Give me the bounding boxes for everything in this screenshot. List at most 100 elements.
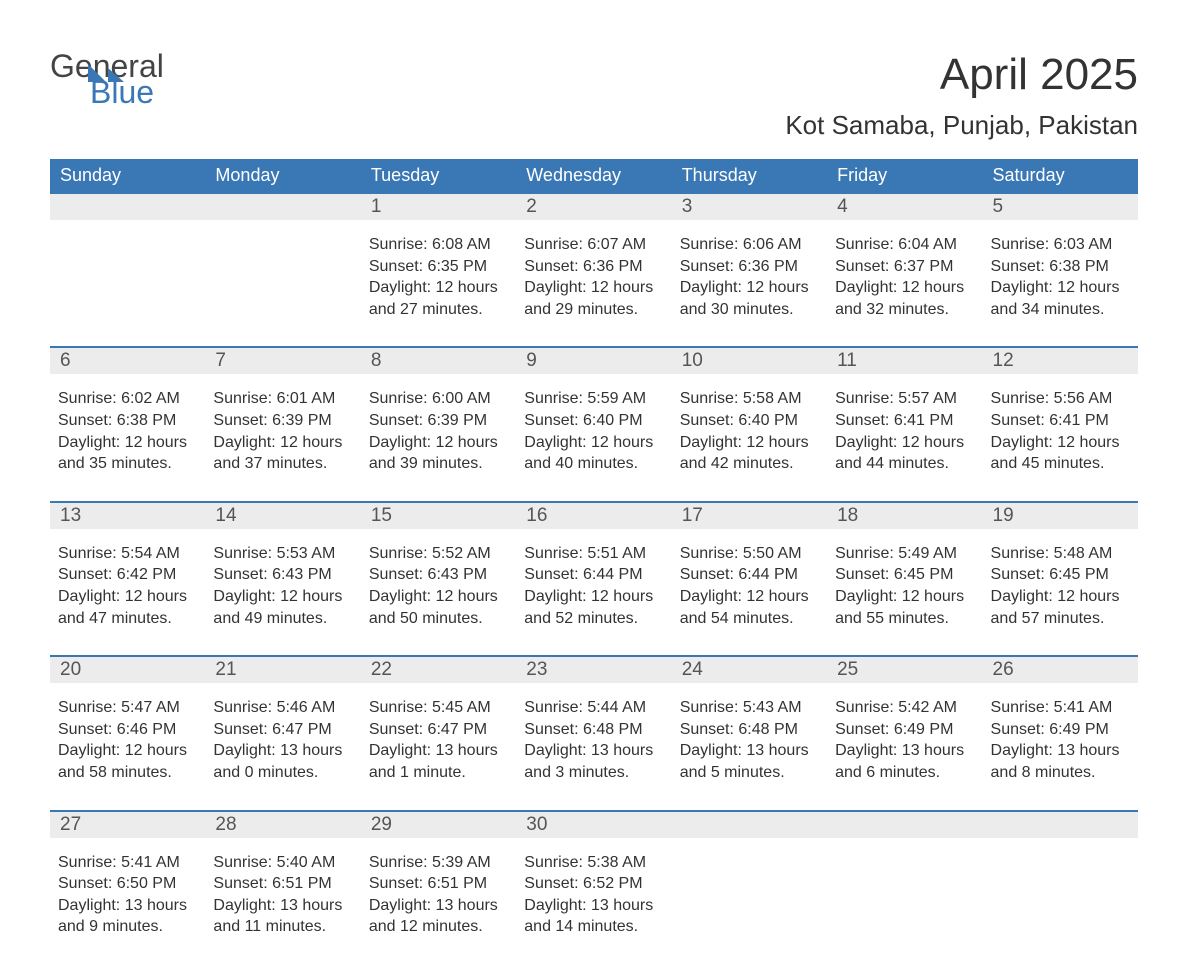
sunset-text: Sunset: 6:36 PM [524,256,663,278]
day-cell: Sunrise: 5:50 AMSunset: 6:44 PMDaylight:… [672,539,827,645]
day-cell: Sunrise: 6:01 AMSunset: 6:39 PMDaylight:… [205,384,360,490]
day-data: Sunrise: 5:42 AMSunset: 6:49 PMDaylight:… [835,693,974,783]
sunrise-text: Sunrise: 5:40 AM [213,852,352,874]
logo-flag-icon [88,62,124,90]
sunrise-text: Sunrise: 5:42 AM [835,697,974,719]
daylight-text: Daylight: 12 hours and 57 minutes. [991,586,1130,629]
day-number [827,812,982,838]
day-number [672,812,827,838]
day-cell: Sunrise: 5:38 AMSunset: 6:52 PMDaylight:… [516,848,671,954]
sunrise-text: Sunrise: 5:46 AM [213,697,352,719]
week-row: Sunrise: 5:54 AMSunset: 6:42 PMDaylight:… [50,539,1138,645]
day-cell: Sunrise: 5:54 AMSunset: 6:42 PMDaylight:… [50,539,205,645]
day-data: Sunrise: 6:01 AMSunset: 6:39 PMDaylight:… [213,384,352,474]
day-number: 28 [205,812,360,838]
day-cell: Sunrise: 5:41 AMSunset: 6:50 PMDaylight:… [50,848,205,954]
daylight-text: Daylight: 13 hours and 0 minutes. [213,740,352,783]
sunset-text: Sunset: 6:50 PM [58,873,197,895]
day-data: Sunrise: 5:41 AMSunset: 6:49 PMDaylight:… [991,693,1130,783]
day-cell: Sunrise: 6:06 AMSunset: 6:36 PMDaylight:… [672,230,827,336]
day-number: 12 [983,348,1138,374]
day-data: Sunrise: 5:49 AMSunset: 6:45 PMDaylight:… [835,539,974,629]
sunrise-text: Sunrise: 6:01 AM [213,388,352,410]
day-data: Sunrise: 6:02 AMSunset: 6:38 PMDaylight:… [58,384,197,474]
day-data [991,848,1130,852]
day-cell: Sunrise: 5:39 AMSunset: 6:51 PMDaylight:… [361,848,516,954]
sunrise-text: Sunrise: 6:08 AM [369,234,508,256]
day-data: Sunrise: 5:58 AMSunset: 6:40 PMDaylight:… [680,384,819,474]
sunrise-text: Sunrise: 6:06 AM [680,234,819,256]
week-row: Sunrise: 6:08 AMSunset: 6:35 PM Daylight:… [50,230,1138,336]
day-data: Sunrise: 5:41 AMSunset: 6:50 PMDaylight:… [58,848,197,938]
day-number: 9 [516,348,671,374]
day-cell: Sunrise: 6:03 AMSunset: 6:38 PMDaylight:… [983,230,1138,336]
day-number [205,194,360,220]
sunset-text: Sunset: 6:35 PM [369,256,508,278]
page-title: April 2025 [785,50,1138,100]
day-number: 2 [516,194,671,220]
day-cell: Sunrise: 5:53 AMSunset: 6:43 PMDaylight:… [205,539,360,645]
day-data: Sunrise: 5:48 AMSunset: 6:45 PMDaylight:… [991,539,1130,629]
day-data: Sunrise: 6:07 AMSunset: 6:36 PMDaylight:… [524,230,663,320]
day-number: 22 [361,657,516,683]
day-cell: Sunrise: 5:48 AMSunset: 6:45 PMDaylight:… [983,539,1138,645]
sunset-text: Sunset: 6:47 PM [369,719,508,741]
sunset-text: Sunset: 6:48 PM [524,719,663,741]
sunrise-text: Sunrise: 5:57 AM [835,388,974,410]
daylight-text: Daylight: 12 hours and 49 minutes. [213,586,352,629]
day-cell: Sunrise: 5:44 AMSunset: 6:48 PMDaylight:… [516,693,671,799]
day-data [835,848,974,852]
sunset-text: Sunset: 6:41 PM [991,410,1130,432]
sunrise-text: Sunrise: 5:45 AM [369,697,508,719]
logo: General Blue [50,50,124,108]
day-data [58,230,197,234]
sunset-text: Sunset: 6:49 PM [991,719,1130,741]
sunset-text: Sunset: 6:38 PM [991,256,1130,278]
day-cell: Sunrise: 6:00 AMSunset: 6:39 PMDaylight:… [361,384,516,490]
sunrise-text: Sunrise: 6:07 AM [524,234,663,256]
day-data: Sunrise: 5:46 AMSunset: 6:47 PMDaylight:… [213,693,352,783]
sunrise-text: Sunrise: 5:56 AM [991,388,1130,410]
daylight-text: Daylight: 12 hours and 34 minutes. [991,277,1130,320]
sunset-text: Sunset: 6:43 PM [369,564,508,586]
sunset-text: Sunset: 6:45 PM [991,564,1130,586]
day-number: 30 [516,812,671,838]
day-data: Sunrise: 5:54 AMSunset: 6:42 PMDaylight:… [58,539,197,629]
daylight-text: Daylight: 13 hours and 12 minutes. [369,895,508,938]
day-data: Sunrise: 5:56 AMSunset: 6:41 PMDaylight:… [991,384,1130,474]
day-data: Sunrise: 5:57 AMSunset: 6:41 PMDaylight:… [835,384,974,474]
day-cell: Sunrise: 6:04 AMSunset: 6:37 PMDaylight:… [827,230,982,336]
daylight-text: Daylight: 12 hours and 32 minutes. [835,277,974,320]
sunset-text: Sunset: 6:44 PM [680,564,819,586]
day-number: 27 [50,812,205,838]
sunset-text: Sunset: 6:52 PM [524,873,663,895]
daylight-text: Daylight: 12 hours and 37 minutes. [213,432,352,475]
sunrise-text: Sunrise: 6:03 AM [991,234,1130,256]
calendar: SundayMondayTuesdayWednesdayThursdayFrid… [50,159,1138,954]
daylight-text: Daylight: 12 hours and 47 minutes. [58,586,197,629]
day-cell [50,230,205,336]
day-cell: Sunrise: 6:08 AMSunset: 6:35 PMDaylight:… [361,230,516,336]
sunrise-text: Sunrise: 5:41 AM [991,697,1130,719]
day-cell: Sunrise: 5:49 AMSunset: 6:45 PMDaylight:… [827,539,982,645]
daylight-text: Daylight: 12 hours and 44 minutes. [835,432,974,475]
day-cell: Sunrise: 5:56 AMSunset: 6:41 PMDaylight:… [983,384,1138,490]
day-number: 18 [827,503,982,529]
day-number: 1 [361,194,516,220]
day-data: Sunrise: 5:50 AMSunset: 6:44 PMDaylight:… [680,539,819,629]
daylight-text: Daylight: 13 hours and 5 minutes. [680,740,819,783]
day-number: 11 [827,348,982,374]
day-data: Sunrise: 5:47 AMSunset: 6:46 PMDaylight:… [58,693,197,783]
daylight-text: Daylight: 13 hours and 11 minutes. [213,895,352,938]
sunset-text: Sunset: 6:40 PM [524,410,663,432]
daylight-text: Daylight: 12 hours and 29 minutes. [524,277,663,320]
sunset-text: Sunset: 6:39 PM [213,410,352,432]
day-data: Sunrise: 5:45 AMSunset: 6:47 PMDaylight:… [369,693,508,783]
sunrise-text: Sunrise: 6:00 AM [369,388,508,410]
daylight-text: Daylight: 12 hours and 52 minutes. [524,586,663,629]
day-cell: Sunrise: 5:59 AMSunset: 6:40 PMDaylight:… [516,384,671,490]
sunrise-text: Sunrise: 5:51 AM [524,543,663,565]
day-number: 15 [361,503,516,529]
sunrise-text: Sunrise: 5:47 AM [58,697,197,719]
day-data: Sunrise: 5:39 AMSunset: 6:51 PMDaylight:… [369,848,508,938]
